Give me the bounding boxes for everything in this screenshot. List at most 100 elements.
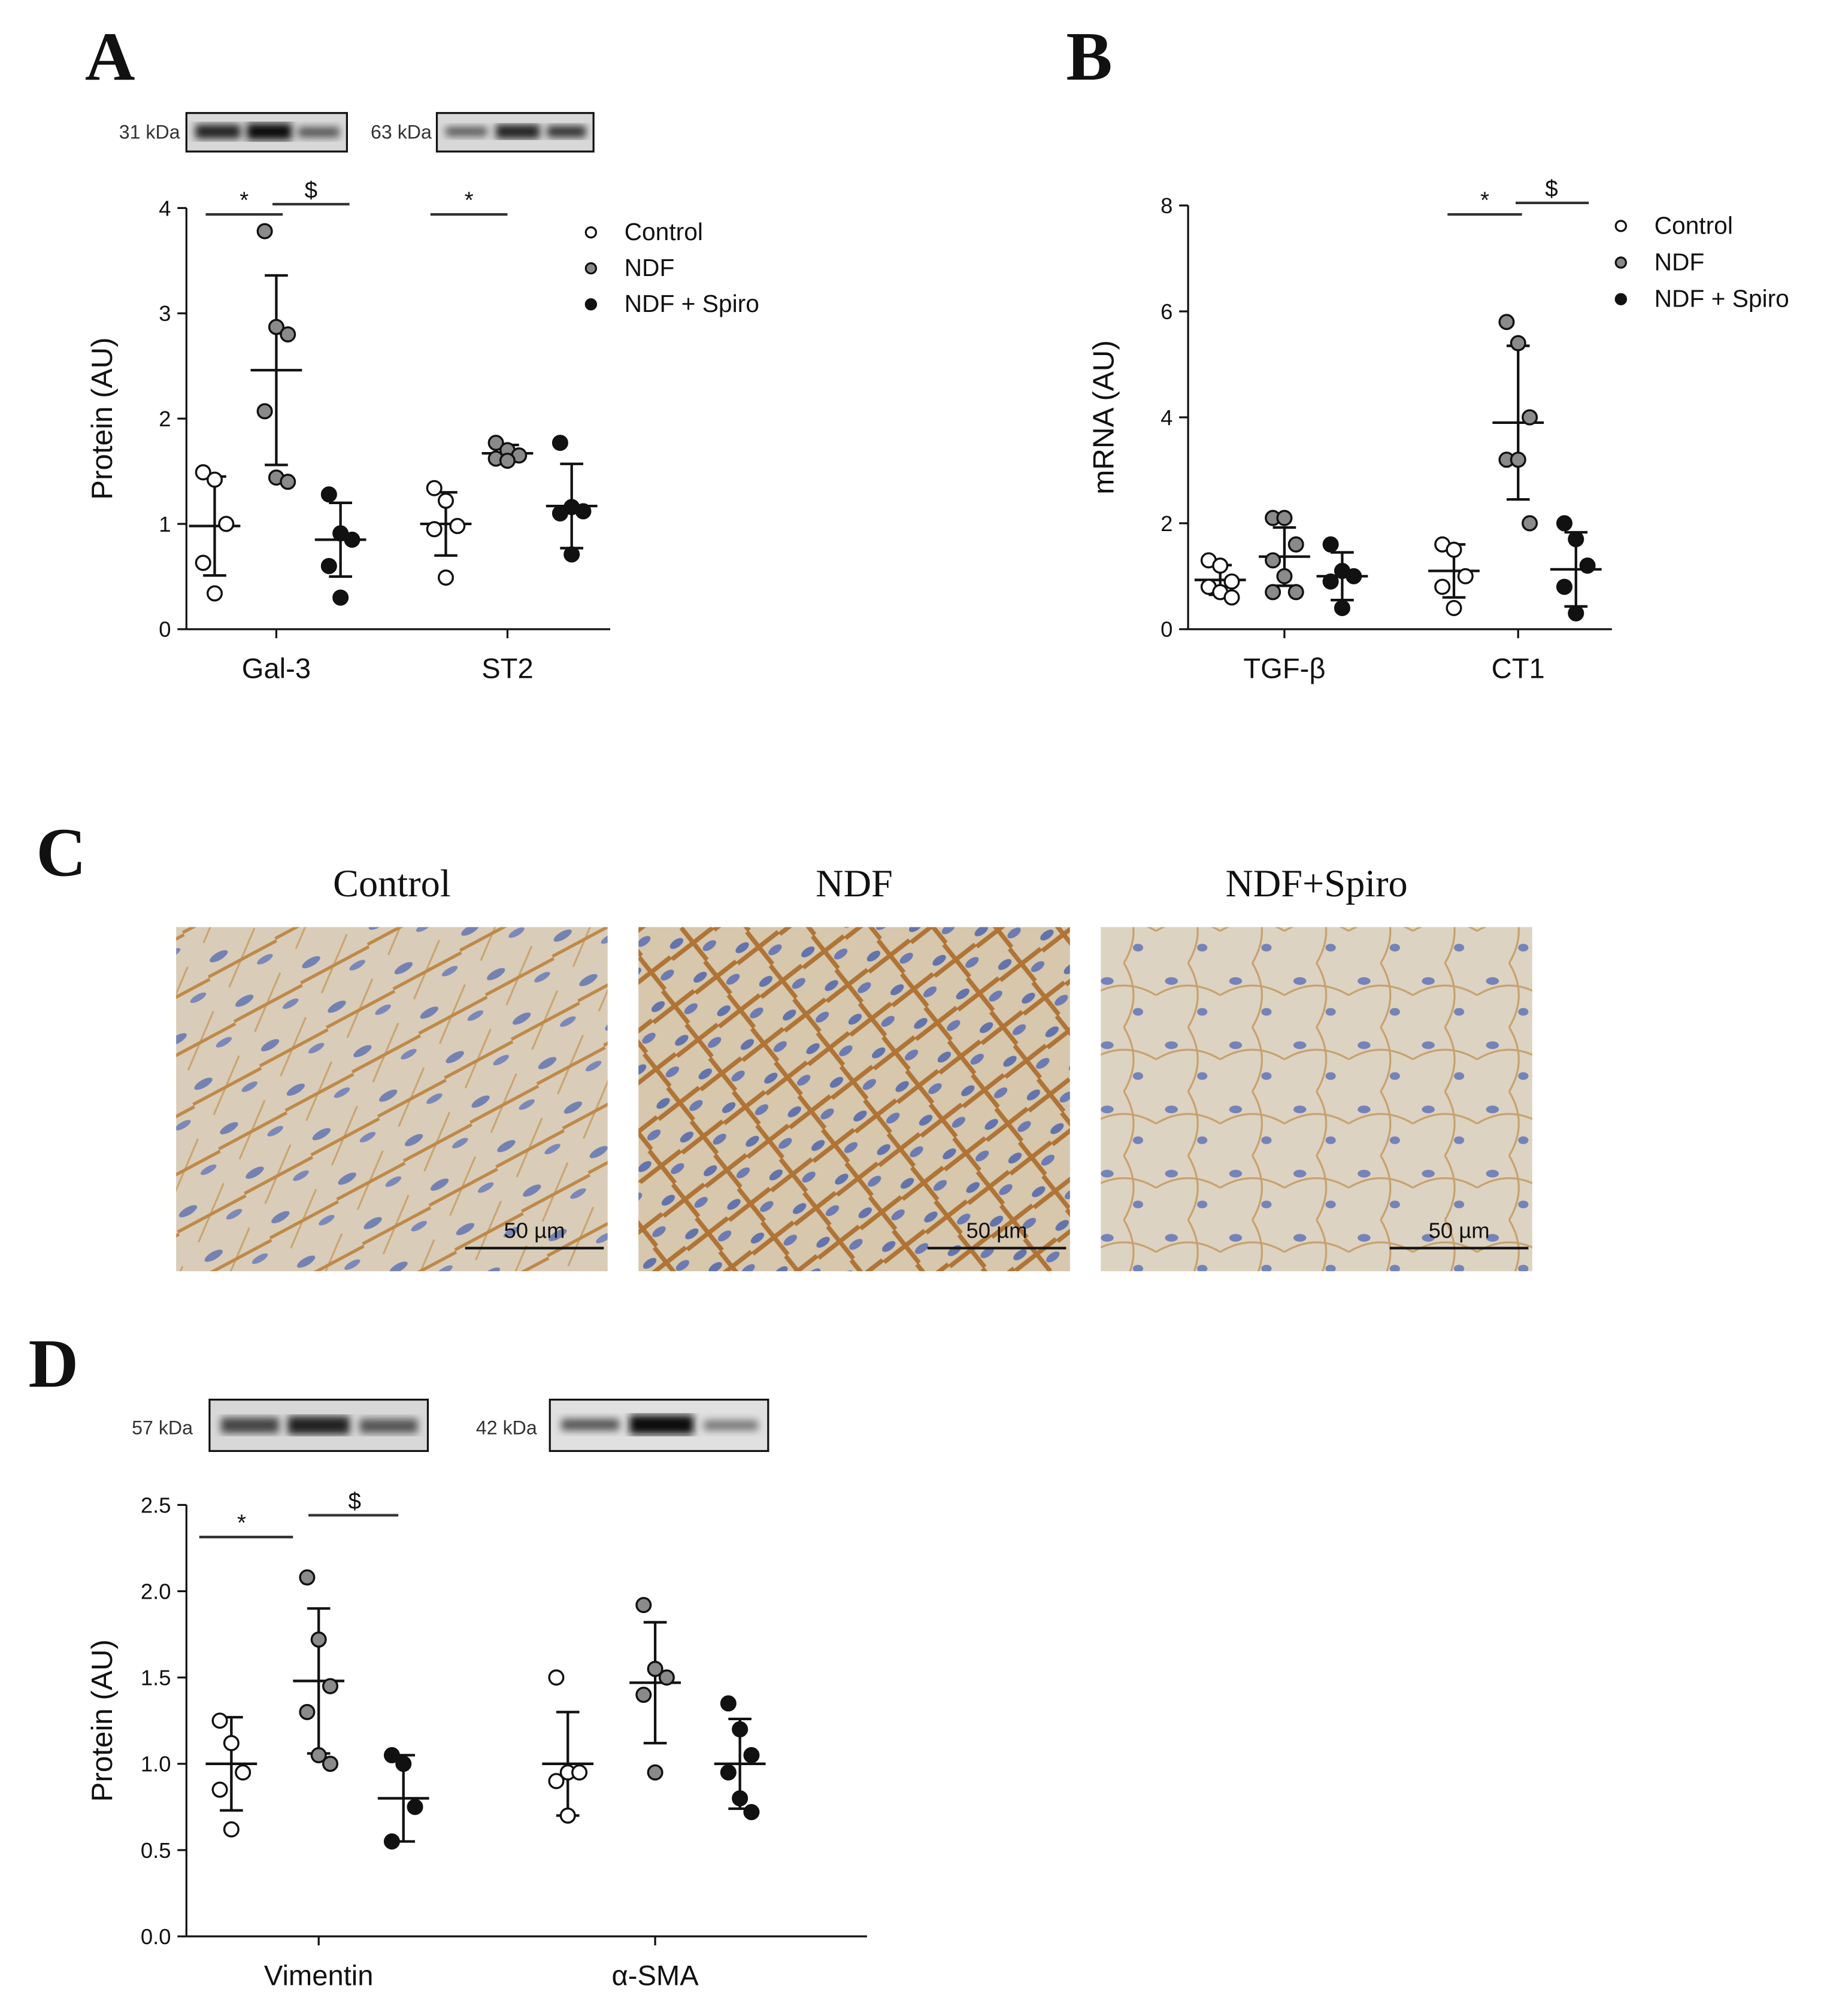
- data-point: [575, 503, 592, 520]
- data-point: [211, 1712, 228, 1729]
- image-title: NDF: [816, 862, 893, 905]
- data-point: [658, 1669, 675, 1686]
- data-point: [280, 474, 296, 490]
- data-point: [552, 435, 568, 451]
- data-point: [235, 1764, 252, 1781]
- data-point: [332, 589, 349, 606]
- data-point: [299, 1569, 316, 1586]
- x-tick-label: α-SMA: [611, 1960, 699, 1991]
- data-point: [1287, 536, 1304, 553]
- y-tick-label: 2.0: [141, 1579, 171, 1603]
- data-point: [1223, 589, 1240, 606]
- data-point: [548, 1773, 565, 1790]
- y-tick-label: 6: [1161, 299, 1172, 324]
- data-point: [1223, 573, 1240, 590]
- data-point: [322, 1756, 339, 1772]
- y-tick-label: 4: [159, 196, 171, 220]
- data-point: [268, 319, 284, 335]
- panel-label: D: [29, 1326, 79, 1402]
- significance-label: $: [305, 177, 317, 203]
- y-tick-label: 2: [1161, 511, 1172, 536]
- data-point: [548, 1669, 565, 1686]
- legend-label: Control: [625, 218, 703, 245]
- y-tick-label: 1.0: [141, 1752, 171, 1776]
- micrograph: [1101, 927, 1532, 1272]
- y-tick-label: 1.5: [141, 1666, 171, 1690]
- panel-label: C: [36, 815, 86, 892]
- data-point: [407, 1799, 423, 1815]
- blot: [185, 112, 769, 1452]
- data-point: [1522, 515, 1538, 532]
- y-tick-label: 3: [159, 301, 171, 326]
- data-point: [1446, 541, 1462, 558]
- data-point: [383, 1747, 400, 1763]
- data-point: [720, 1695, 737, 1712]
- data-point: [1334, 599, 1350, 616]
- data-point: [438, 492, 455, 509]
- data-point: [1265, 552, 1281, 569]
- data-point: [1276, 568, 1293, 584]
- legend-label: NDF: [1655, 248, 1705, 275]
- data-point: [1510, 335, 1526, 351]
- data-point: [1568, 605, 1584, 622]
- micrograph: [638, 927, 1070, 1272]
- data-point: [280, 326, 296, 342]
- significance-label: *: [240, 187, 249, 213]
- y-tick-label: 2.5: [141, 1493, 171, 1517]
- data-point: [299, 1703, 316, 1720]
- data-point: [426, 480, 443, 496]
- data-point: [1276, 510, 1293, 526]
- scale-bar-label: 50 µm: [966, 1218, 1028, 1242]
- x-tick-label: TGF-β: [1243, 652, 1325, 684]
- data-point: [256, 403, 273, 420]
- blot-label: 42 kDa: [476, 1417, 537, 1439]
- panel-label: B: [1066, 19, 1112, 95]
- scale-bar-label: 50 µm: [504, 1218, 565, 1242]
- blot-label: 57 kDa: [132, 1417, 193, 1439]
- data-point: [571, 1764, 588, 1781]
- data-point: [647, 1660, 663, 1677]
- data-point: [223, 1821, 240, 1838]
- panel-label: A: [85, 19, 135, 95]
- data-point: [1346, 568, 1362, 584]
- data-point: [732, 1721, 749, 1738]
- data-point: [1287, 584, 1304, 601]
- data-point: [383, 1833, 400, 1850]
- y-axis-label: mRNA (AU): [1087, 340, 1120, 495]
- significance-label: *: [465, 187, 474, 213]
- data-point: [647, 1764, 663, 1781]
- data-point: [1212, 557, 1229, 574]
- data-point: [426, 521, 443, 538]
- y-tick-label: 2: [159, 407, 171, 431]
- significance-label: $: [1545, 176, 1558, 202]
- data-point: [256, 223, 273, 240]
- legend-marker: [584, 226, 598, 239]
- data-point: [195, 554, 211, 571]
- data-point: [743, 1747, 760, 1763]
- data-point: [1322, 573, 1339, 590]
- data-point: [438, 569, 455, 586]
- data-point: [732, 1790, 749, 1806]
- significance-label: *: [1480, 187, 1489, 213]
- data-point: [310, 1631, 327, 1648]
- data-point: [449, 517, 466, 535]
- y-tick-label: 0: [159, 617, 171, 642]
- data-point: [1579, 557, 1596, 574]
- data-point: [743, 1803, 760, 1821]
- micrograph: [176, 927, 608, 1272]
- data-point: [218, 516, 235, 532]
- data-point: [211, 1781, 228, 1798]
- data-point: [487, 435, 504, 451]
- data-point: [720, 1764, 737, 1781]
- y-tick-label: 0.0: [141, 1924, 171, 1949]
- legend-marker: [1614, 220, 1627, 232]
- y-tick-label: 8: [1161, 193, 1172, 218]
- image-title: NDF+Spiro: [1225, 862, 1407, 905]
- data-point: [195, 464, 211, 481]
- y-tick-label: 1: [159, 512, 171, 536]
- legend-label: NDF: [625, 254, 675, 281]
- data-point: [1498, 314, 1515, 331]
- data-point: [1265, 584, 1281, 601]
